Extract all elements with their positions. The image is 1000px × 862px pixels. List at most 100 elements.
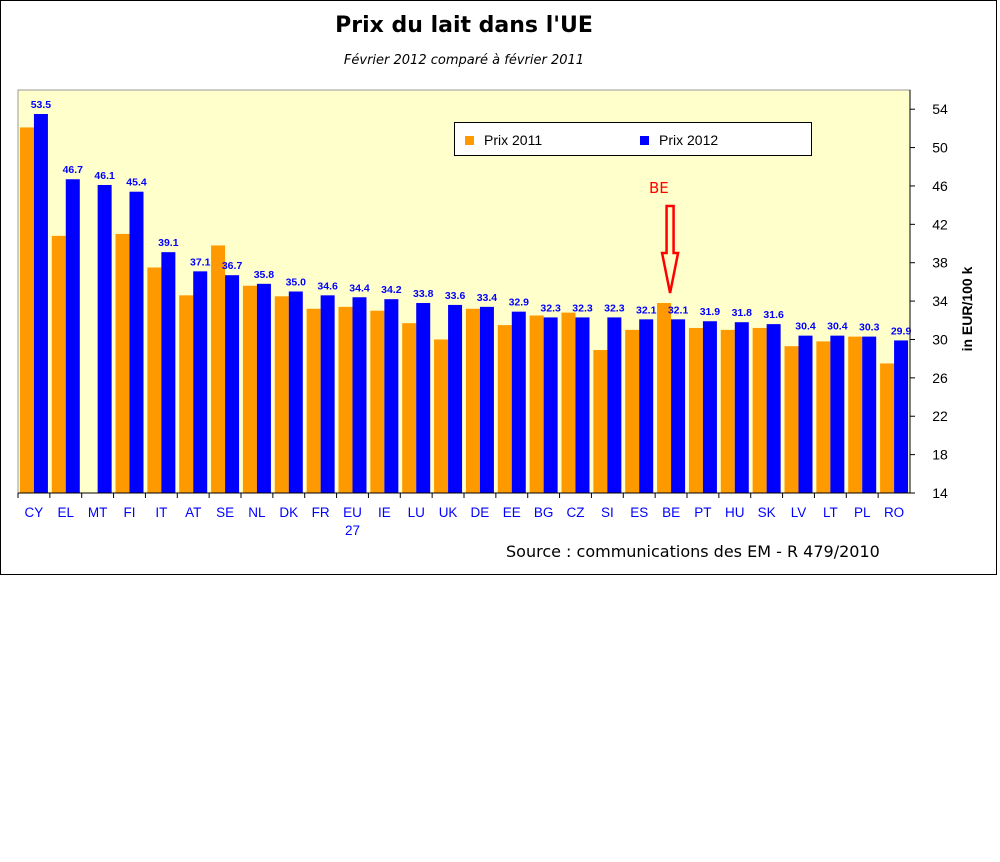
- chart-title: Prix du lait dans l'UE: [335, 13, 593, 38]
- bar-2011-eu-27: [338, 306, 353, 493]
- x-tick-label-de: DE: [471, 505, 490, 520]
- bar-2012-nl: [256, 283, 271, 493]
- bar-2011-uk: [434, 339, 449, 493]
- bar-2011-sk: [752, 327, 767, 493]
- bar-2012-ee: [511, 311, 526, 493]
- x-tick-label-at: AT: [185, 505, 201, 520]
- bar-2011-pt: [688, 327, 703, 493]
- bar-2012-bg: [543, 317, 558, 493]
- x-tick-label-el: EL: [58, 505, 75, 520]
- y-tick-label-50: 50: [932, 140, 948, 156]
- value-label-uk: 33.6: [445, 290, 466, 302]
- bar-2011-hu: [720, 329, 735, 493]
- x-tick-label-nl: NL: [248, 505, 266, 520]
- x-tick-label-dk: DK: [279, 505, 298, 520]
- value-label-es: 32.1: [636, 304, 657, 316]
- y-tick-label-34: 34: [932, 293, 948, 309]
- bar-2011-es: [625, 329, 640, 493]
- x-tick-label-ro: RO: [884, 505, 904, 520]
- y-tick-label-46: 46: [932, 178, 948, 194]
- value-label-lv: 30.4: [795, 321, 816, 333]
- bar-2012-pt: [702, 321, 717, 493]
- annotation-arrow: [660, 204, 680, 294]
- y-tick-label-54: 54: [932, 101, 948, 117]
- value-label-ro: 29.9: [891, 325, 912, 337]
- bar-2012-lv: [798, 335, 813, 493]
- source-note: Source : communications des EM - R 479/2…: [506, 542, 880, 561]
- x-tick-label-ie: IE: [378, 505, 391, 520]
- chart-frame: Prix du lait dans l'UE Février 2012 comp…: [0, 0, 997, 575]
- legend-swatch-2012: [640, 136, 649, 145]
- bar-2012-uk: [448, 304, 463, 493]
- bar-2011-lv: [784, 346, 799, 493]
- x-tick-label-cz: CZ: [567, 505, 585, 520]
- bar-2012-pl: [862, 336, 877, 493]
- bar-2011-lt: [816, 341, 831, 493]
- bar-2012-de: [479, 306, 494, 493]
- bar-2012-it: [161, 252, 176, 493]
- value-label-el: 46.7: [63, 164, 84, 176]
- x-tick-label-be: BE: [662, 505, 680, 520]
- x-tick-label-si: SI: [601, 505, 614, 520]
- bar-2012-hu: [734, 322, 749, 493]
- bar-2012-sk: [766, 324, 781, 493]
- value-label-cy: 53.5: [31, 99, 52, 111]
- bar-2011-cz: [561, 312, 576, 493]
- value-label-it: 39.1: [158, 237, 179, 249]
- x-tick-label-es: ES: [630, 505, 648, 520]
- x-tick-label-mt: MT: [88, 505, 108, 520]
- x-tick-label-lv: LV: [791, 505, 807, 520]
- y-tick-label-22: 22: [932, 408, 948, 424]
- x-tick-label-se: SE: [216, 505, 234, 520]
- value-label-ee: 32.9: [509, 297, 530, 309]
- value-label-cz: 32.3: [572, 302, 593, 314]
- bar-2012-ie: [384, 299, 399, 493]
- x-tick-label-eu-27-0: EU: [343, 505, 362, 520]
- value-label-mt: 46.1: [94, 170, 115, 182]
- bar-2012-cz: [575, 317, 590, 493]
- bar-2011-ie: [370, 310, 385, 493]
- x-tick-label-fr: FR: [312, 505, 330, 520]
- bar-2011-be: [657, 303, 672, 493]
- bar-2012-es: [639, 319, 654, 493]
- value-label-se: 36.7: [222, 260, 243, 272]
- bar-2011-fi: [115, 233, 130, 493]
- bar-2011-at: [179, 295, 194, 493]
- bar-2012-cy: [33, 113, 48, 493]
- bar-2012-dk: [288, 291, 303, 493]
- bar-2011-si: [593, 350, 608, 493]
- bar-2011-el: [51, 235, 66, 493]
- bar-2012-be: [671, 319, 686, 493]
- x-tick-label-hu: HU: [725, 505, 745, 520]
- bar-2012-at: [193, 271, 208, 493]
- bar-2012-lu: [416, 303, 431, 493]
- bar-2011-ee: [497, 325, 512, 493]
- bar-2012-mt: [97, 184, 112, 493]
- value-label-fr: 34.6: [317, 280, 338, 292]
- bar-2012-fr: [320, 295, 335, 493]
- value-label-lt: 30.4: [827, 321, 848, 333]
- x-tick-label-lu: LU: [408, 505, 425, 520]
- x-tick-label-pl: PL: [854, 505, 871, 520]
- value-label-bg: 32.3: [540, 302, 561, 314]
- bar-2012-fi: [129, 191, 144, 493]
- bar-2012-eu-27: [352, 297, 367, 493]
- bar-2011-cy: [19, 127, 34, 494]
- value-label-ie: 34.2: [381, 284, 402, 296]
- bar-2012-ro: [894, 340, 909, 493]
- legend-label-2012: Prix 2012: [659, 132, 719, 148]
- value-label-nl: 35.8: [254, 269, 275, 281]
- value-label-eu-27: 34.4: [349, 282, 370, 294]
- y-tick-label-14: 14: [932, 485, 948, 501]
- legend-item-2011: Prix 2011: [465, 132, 542, 148]
- value-label-hu: 31.8: [732, 307, 753, 319]
- x-tick-label-eu-27-1: 27: [345, 523, 360, 538]
- bar-2011-fr: [306, 308, 321, 493]
- bar-2011-se: [211, 245, 226, 493]
- legend: Prix 2011 Prix 2012: [454, 122, 812, 156]
- bar-2011-lu: [402, 323, 417, 493]
- x-tick-label-pt: PT: [694, 505, 711, 520]
- bar-2011-bg: [529, 315, 544, 493]
- x-tick-label-ee: EE: [503, 505, 521, 520]
- bar-2011-de: [465, 308, 480, 493]
